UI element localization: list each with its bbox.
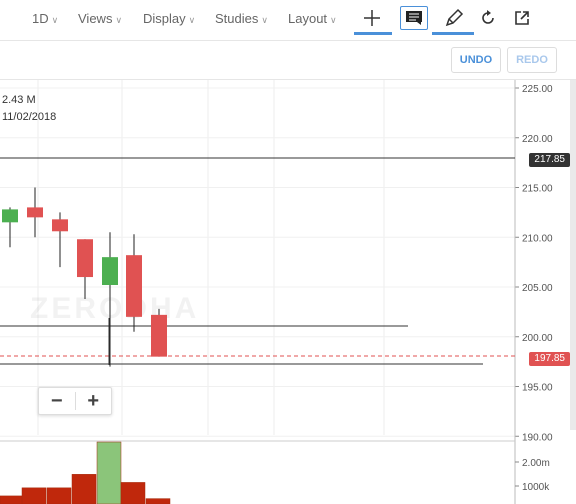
price-tick-label: 225.00 <box>522 84 553 95</box>
price-tick-label: 215.00 <box>522 184 553 195</box>
price-tick-label: 200.00 <box>522 333 553 344</box>
comment-icon[interactable] <box>400 6 428 30</box>
refresh-icon[interactable] <box>474 6 502 30</box>
layout-label: Layout <box>288 11 328 26</box>
layout-dropdown[interactable]: Layout ∨ <box>288 11 337 26</box>
price-line-badge: 217.85 <box>529 153 570 167</box>
legend-date: 11/02/2018 <box>2 111 57 123</box>
last-price-badge: 197.85 <box>529 352 570 366</box>
undo-redo-bar: UNDO REDO <box>0 41 576 80</box>
interval-dropdown[interactable]: 1D ∨ <box>32 11 58 26</box>
volume-bar <box>46 487 72 504</box>
crosshair-icon[interactable] <box>358 6 386 30</box>
redo-button[interactable]: REDO <box>507 47 557 73</box>
studies-label: Studies <box>215 11 259 26</box>
candle-body <box>27 207 43 218</box>
candle-body <box>102 257 118 286</box>
watermark-text: ZERODHA <box>30 292 199 325</box>
zoom-out-button[interactable]: − <box>50 389 63 412</box>
popout-icon[interactable] <box>508 6 536 30</box>
views-dropdown[interactable]: Views ∨ <box>78 11 122 26</box>
candle-body <box>77 239 93 278</box>
chart-toolbar: 1D ∨ Views ∨ Display ∨ Studies ∨ Layout ∨ <box>0 0 576 41</box>
draw-active-indicator <box>432 32 474 35</box>
volume-bar <box>0 495 25 504</box>
interval-label: 1D <box>32 11 49 26</box>
crosshair-active-indicator <box>354 32 392 35</box>
volume-bar <box>120 482 146 504</box>
zoom-divider <box>74 392 76 410</box>
price-tick-label: 195.00 <box>522 383 553 394</box>
chevron-down-icon: ∨ <box>261 15 268 25</box>
display-label: Display <box>143 11 186 26</box>
display-dropdown[interactable]: Display ∨ <box>143 11 195 26</box>
vertical-scrollbar[interactable] <box>570 80 576 430</box>
candle-body <box>151 314 167 357</box>
price-tick-label: 210.00 <box>522 233 553 244</box>
price-chart[interactable]: 225.00 220.00 215.00 210.00 205.00 200.00 195.… <box>0 80 576 504</box>
chart-area[interactable]: 225.00 220.00 215.00 210.00 205.00 200.00 195.… <box>0 80 576 504</box>
zoom-controls: − + <box>38 387 112 415</box>
chevron-down-icon: ∨ <box>115 15 123 25</box>
undo-button[interactable]: UNDO <box>451 47 501 73</box>
volume-bar <box>71 474 97 504</box>
legend-volume: 2.43 M <box>2 94 36 106</box>
volume-bar <box>21 487 47 504</box>
volume-tick-label: 2.00m <box>522 458 550 469</box>
pencil-icon[interactable] <box>440 6 468 30</box>
candle-body <box>126 255 142 317</box>
chevron-down-icon: ∨ <box>330 15 337 25</box>
volume-bar <box>96 441 122 504</box>
price-tick-label: 220.00 <box>522 134 553 145</box>
studies-dropdown[interactable]: Studies ∨ <box>215 11 268 26</box>
candle-body <box>52 219 68 232</box>
price-tick-label: 190.00 <box>522 432 553 443</box>
views-label: Views <box>78 11 113 26</box>
chevron-down-icon: ∨ <box>51 15 59 25</box>
price-tick-label: 205.00 <box>522 283 553 294</box>
volume-tick-label: 1000k <box>522 482 550 493</box>
volume-bar <box>145 498 171 504</box>
candle-body <box>2 209 18 223</box>
chevron-down-icon: ∨ <box>188 15 196 25</box>
zoom-in-button[interactable]: + <box>87 389 100 412</box>
